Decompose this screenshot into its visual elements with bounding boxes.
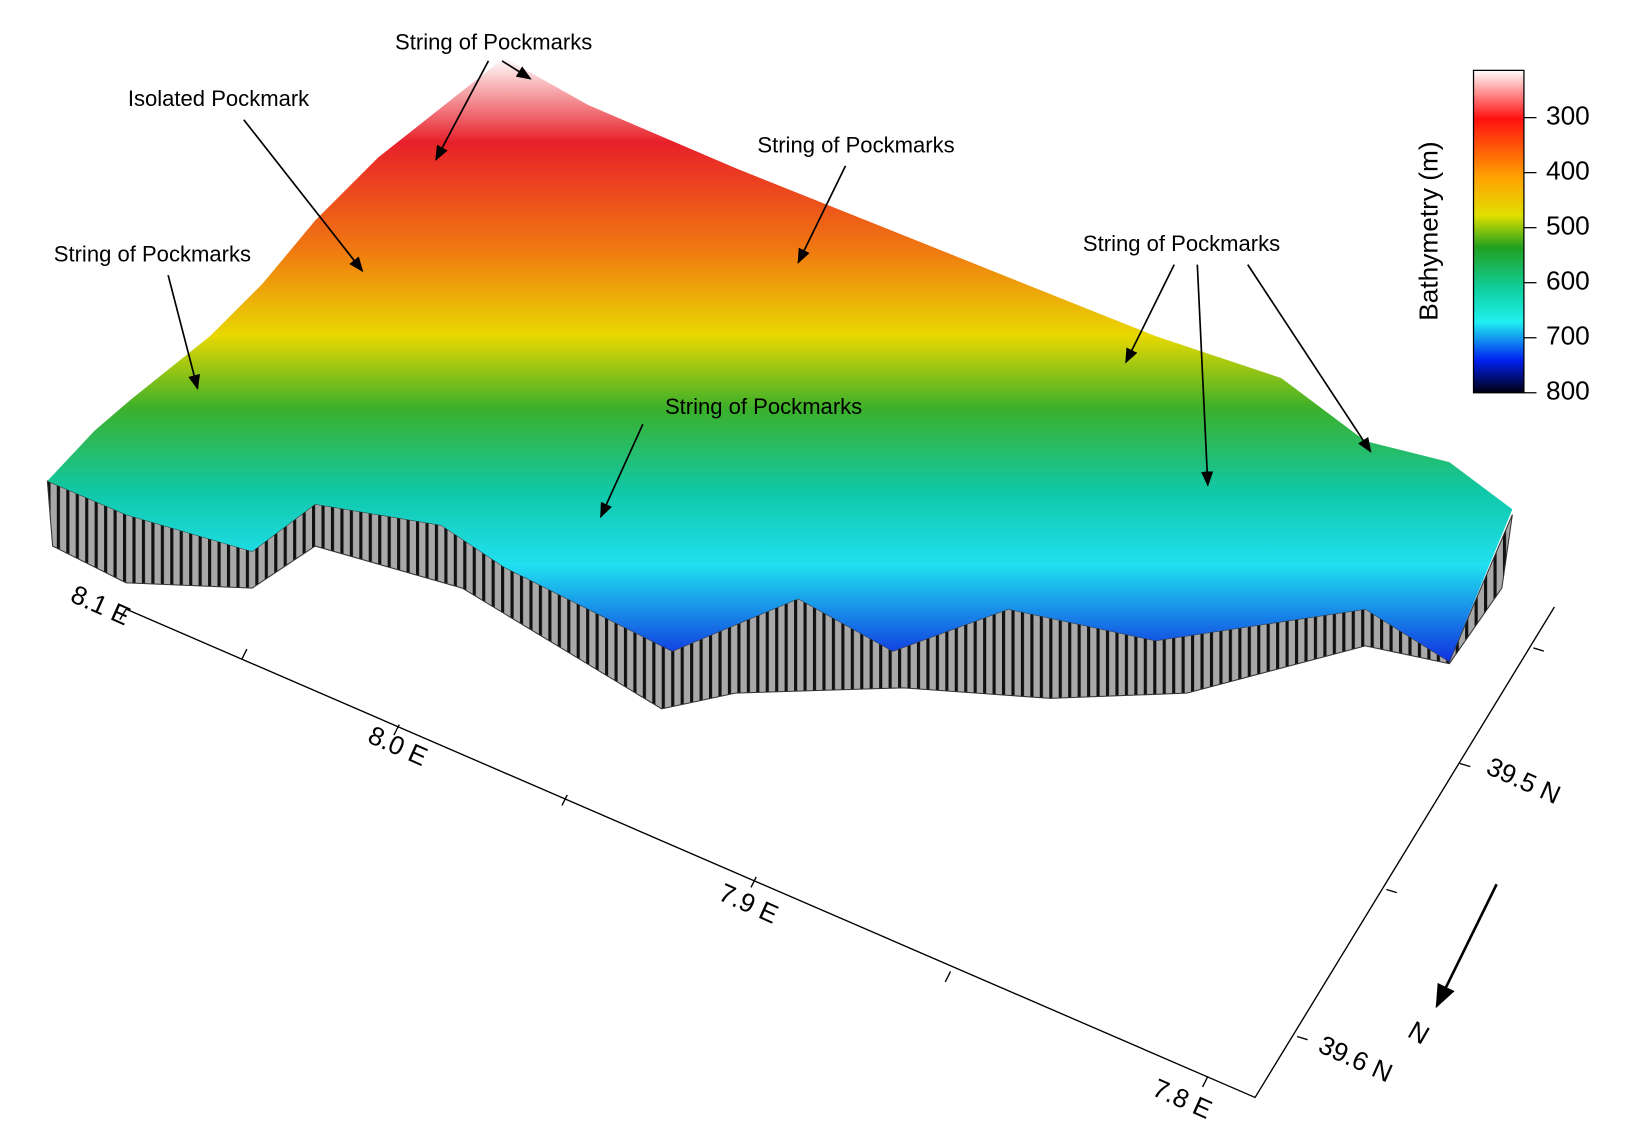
annotation-arrow bbox=[1247, 264, 1372, 453]
y-tick-label: 39.5 N bbox=[1482, 751, 1565, 810]
annotation-arrow bbox=[1125, 264, 1175, 364]
annotation-arrow bbox=[1196, 264, 1214, 487]
annotation: String of Pockmarks bbox=[395, 29, 592, 54]
annotation-arrow bbox=[167, 274, 200, 391]
x-tick-label: 8.1 E bbox=[67, 579, 135, 631]
annotation-arrow bbox=[797, 165, 847, 264]
axis-frame bbox=[125, 606, 1555, 1099]
colorbar-tick-label: 600 bbox=[1546, 266, 1590, 296]
annotation-arrow bbox=[501, 60, 532, 80]
colorbar-tick-label: 800 bbox=[1546, 376, 1590, 406]
annotation-arrow bbox=[435, 60, 490, 161]
north-arrow bbox=[1435, 883, 1498, 1009]
colorbar-tick-label: 400 bbox=[1546, 156, 1590, 186]
annotation: String of Pockmarks bbox=[54, 241, 251, 266]
colorbar-label: Bathymetry (m) bbox=[1413, 141, 1443, 320]
x-tick-label: 7.9 E bbox=[715, 877, 783, 929]
colorbar-tick-label: 500 bbox=[1546, 211, 1590, 241]
annotation-arrow bbox=[243, 119, 364, 273]
terrain-surface bbox=[47, 57, 1513, 662]
annotation: String of Pockmarks bbox=[757, 132, 954, 157]
annotation-arrow bbox=[600, 423, 644, 519]
y-tick-label: 39.6 N bbox=[1314, 1029, 1397, 1088]
annotation: String of Pockmarks bbox=[1083, 231, 1280, 256]
annotation: Isolated Pockmark bbox=[128, 86, 310, 111]
colorbar-tick-label: 300 bbox=[1546, 101, 1590, 131]
colorbar-tick-label: 700 bbox=[1546, 321, 1590, 351]
colorbar bbox=[1472, 69, 1525, 394]
axis-ticks bbox=[119, 608, 1545, 1088]
annotation: String of Pockmarks bbox=[665, 394, 862, 419]
north-label: N bbox=[1403, 1015, 1434, 1050]
